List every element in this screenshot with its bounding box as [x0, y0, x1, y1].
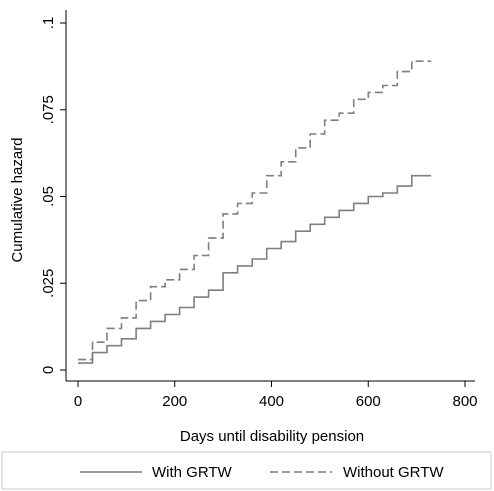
y-tick-label: .025	[40, 269, 57, 298]
x-tick-label: 800	[452, 393, 477, 410]
y-tick-label: .075	[40, 95, 57, 124]
x-tick-label: 600	[356, 393, 381, 410]
x-tick-label: 400	[259, 393, 284, 410]
legend: With GRTW Without GRTW	[1, 451, 492, 490]
y-tick-label: .1	[40, 17, 57, 30]
legend-label: Without GRTW	[343, 464, 444, 481]
axes: 0 200 400 600 800 0 .025 .05 .075 .1	[40, 10, 478, 410]
legend-box	[1, 451, 492, 490]
y-tick-label: .05	[40, 186, 57, 207]
series-line-without-grtw	[78, 60, 432, 361]
x-axis-title: Days until disability pension	[180, 428, 364, 445]
series-lines	[78, 60, 432, 364]
x-tick-label: 200	[162, 393, 187, 410]
x-tick-label: 0	[74, 393, 82, 410]
y-axis-title: Cumulative hazard	[9, 137, 26, 262]
legend-label: With GRTW	[152, 464, 233, 481]
series-line-with-grtw	[78, 174, 432, 364]
y-tick-label: 0	[40, 366, 57, 374]
